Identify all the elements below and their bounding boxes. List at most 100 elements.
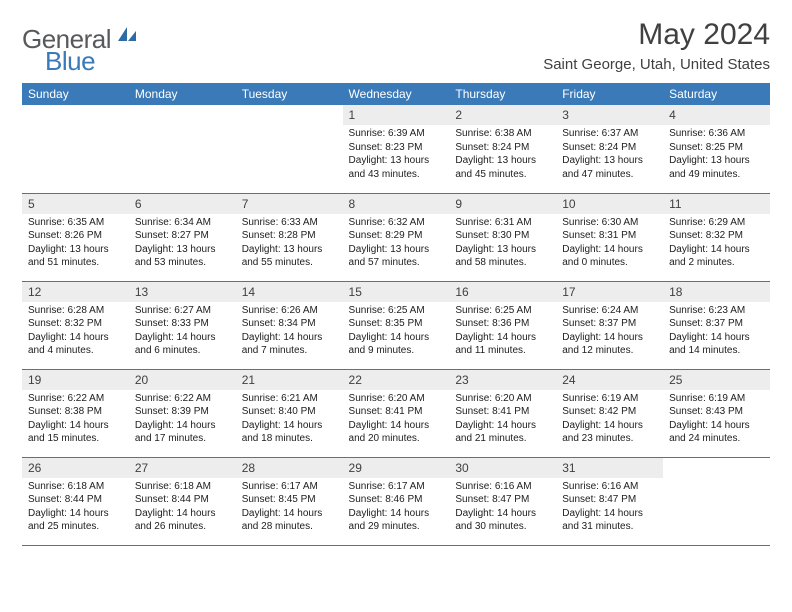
calendar-cell: 27Sunrise: 6:18 AMSunset: 8:44 PMDayligh… xyxy=(129,457,236,545)
calendar-cell: .. xyxy=(663,457,770,545)
day-number: 5 xyxy=(22,194,129,214)
calendar-cell: 8Sunrise: 6:32 AMSunset: 8:29 PMDaylight… xyxy=(343,193,450,281)
day-details: Sunrise: 6:31 AMSunset: 8:30 PMDaylight:… xyxy=(449,214,556,274)
day-details: Sunrise: 6:32 AMSunset: 8:29 PMDaylight:… xyxy=(343,214,450,274)
weekday-header: Monday xyxy=(129,83,236,105)
day-details: Sunrise: 6:36 AMSunset: 8:25 PMDaylight:… xyxy=(663,125,770,185)
calendar-cell: 15Sunrise: 6:25 AMSunset: 8:35 PMDayligh… xyxy=(343,281,450,369)
day-number: 28 xyxy=(236,458,343,478)
day-number: 23 xyxy=(449,370,556,390)
calendar-cell: 10Sunrise: 6:30 AMSunset: 8:31 PMDayligh… xyxy=(556,193,663,281)
day-details: Sunrise: 6:21 AMSunset: 8:40 PMDaylight:… xyxy=(236,390,343,450)
day-number: 22 xyxy=(343,370,450,390)
calendar-cell: 4Sunrise: 6:36 AMSunset: 8:25 PMDaylight… xyxy=(663,105,770,193)
calendar-body: ......1Sunrise: 6:39 AMSunset: 8:23 PMDa… xyxy=(22,105,770,545)
day-number: 10 xyxy=(556,194,663,214)
day-details: Sunrise: 6:34 AMSunset: 8:27 PMDaylight:… xyxy=(129,214,236,274)
weekday-header: Friday xyxy=(556,83,663,105)
day-details: Sunrise: 6:16 AMSunset: 8:47 PMDaylight:… xyxy=(449,478,556,538)
day-number: 19 xyxy=(22,370,129,390)
day-number: 18 xyxy=(663,282,770,302)
calendar-row: ......1Sunrise: 6:39 AMSunset: 8:23 PMDa… xyxy=(22,105,770,193)
weekday-header: Wednesday xyxy=(343,83,450,105)
weekday-header: Sunday xyxy=(22,83,129,105)
calendar-cell: 17Sunrise: 6:24 AMSunset: 8:37 PMDayligh… xyxy=(556,281,663,369)
day-number: 25 xyxy=(663,370,770,390)
day-details: Sunrise: 6:16 AMSunset: 8:47 PMDaylight:… xyxy=(556,478,663,538)
day-number: 11 xyxy=(663,194,770,214)
day-details: Sunrise: 6:20 AMSunset: 8:41 PMDaylight:… xyxy=(343,390,450,450)
day-details: Sunrise: 6:28 AMSunset: 8:32 PMDaylight:… xyxy=(22,302,129,362)
header: General Blue May 2024 Saint George, Utah… xyxy=(22,18,770,73)
day-number: 12 xyxy=(22,282,129,302)
calendar-cell: 25Sunrise: 6:19 AMSunset: 8:43 PMDayligh… xyxy=(663,369,770,457)
logo-text-blue: Blue xyxy=(45,46,95,77)
day-number: 3 xyxy=(556,105,663,125)
calendar-cell: 14Sunrise: 6:26 AMSunset: 8:34 PMDayligh… xyxy=(236,281,343,369)
weekday-header: Saturday xyxy=(663,83,770,105)
title-block: May 2024 Saint George, Utah, United Stat… xyxy=(543,18,770,73)
weekday-header: Tuesday xyxy=(236,83,343,105)
day-number: 16 xyxy=(449,282,556,302)
calendar-cell: 3Sunrise: 6:37 AMSunset: 8:24 PMDaylight… xyxy=(556,105,663,193)
day-number: 27 xyxy=(129,458,236,478)
day-details: Sunrise: 6:37 AMSunset: 8:24 PMDaylight:… xyxy=(556,125,663,185)
calendar-cell: .. xyxy=(129,105,236,193)
calendar-row: 12Sunrise: 6:28 AMSunset: 8:32 PMDayligh… xyxy=(22,281,770,369)
day-details: Sunrise: 6:35 AMSunset: 8:26 PMDaylight:… xyxy=(22,214,129,274)
day-details: Sunrise: 6:19 AMSunset: 8:42 PMDaylight:… xyxy=(556,390,663,450)
calendar-cell: 22Sunrise: 6:20 AMSunset: 8:41 PMDayligh… xyxy=(343,369,450,457)
day-number: 6 xyxy=(129,194,236,214)
day-number: 15 xyxy=(343,282,450,302)
day-details: Sunrise: 6:23 AMSunset: 8:37 PMDaylight:… xyxy=(663,302,770,362)
day-details: Sunrise: 6:17 AMSunset: 8:45 PMDaylight:… xyxy=(236,478,343,538)
day-number: 20 xyxy=(129,370,236,390)
calendar-cell: 23Sunrise: 6:20 AMSunset: 8:41 PMDayligh… xyxy=(449,369,556,457)
calendar-cell: 1Sunrise: 6:39 AMSunset: 8:23 PMDaylight… xyxy=(343,105,450,193)
day-number: 31 xyxy=(556,458,663,478)
day-number: 26 xyxy=(22,458,129,478)
day-details: Sunrise: 6:19 AMSunset: 8:43 PMDaylight:… xyxy=(663,390,770,450)
day-details: Sunrise: 6:27 AMSunset: 8:33 PMDaylight:… xyxy=(129,302,236,362)
day-details: Sunrise: 6:25 AMSunset: 8:35 PMDaylight:… xyxy=(343,302,450,362)
day-number: 29 xyxy=(343,458,450,478)
day-details: Sunrise: 6:18 AMSunset: 8:44 PMDaylight:… xyxy=(22,478,129,538)
day-details: Sunrise: 6:33 AMSunset: 8:28 PMDaylight:… xyxy=(236,214,343,274)
calendar-row: 5Sunrise: 6:35 AMSunset: 8:26 PMDaylight… xyxy=(22,193,770,281)
day-details: Sunrise: 6:39 AMSunset: 8:23 PMDaylight:… xyxy=(343,125,450,185)
day-number: 24 xyxy=(556,370,663,390)
calendar-table: SundayMondayTuesdayWednesdayThursdayFrid… xyxy=(22,83,770,546)
calendar-cell: .. xyxy=(22,105,129,193)
day-number: 30 xyxy=(449,458,556,478)
calendar-cell: 2Sunrise: 6:38 AMSunset: 8:24 PMDaylight… xyxy=(449,105,556,193)
calendar-cell: 9Sunrise: 6:31 AMSunset: 8:30 PMDaylight… xyxy=(449,193,556,281)
calendar-cell: 19Sunrise: 6:22 AMSunset: 8:38 PMDayligh… xyxy=(22,369,129,457)
day-details: Sunrise: 6:22 AMSunset: 8:38 PMDaylight:… xyxy=(22,390,129,450)
calendar-cell: 29Sunrise: 6:17 AMSunset: 8:46 PMDayligh… xyxy=(343,457,450,545)
day-details: Sunrise: 6:25 AMSunset: 8:36 PMDaylight:… xyxy=(449,302,556,362)
day-details: Sunrise: 6:18 AMSunset: 8:44 PMDaylight:… xyxy=(129,478,236,538)
day-number: 9 xyxy=(449,194,556,214)
day-number: 2 xyxy=(449,105,556,125)
day-number: 21 xyxy=(236,370,343,390)
calendar-cell: 21Sunrise: 6:21 AMSunset: 8:40 PMDayligh… xyxy=(236,369,343,457)
calendar-cell: 26Sunrise: 6:18 AMSunset: 8:44 PMDayligh… xyxy=(22,457,129,545)
day-number: 4 xyxy=(663,105,770,125)
day-details: Sunrise: 6:38 AMSunset: 8:24 PMDaylight:… xyxy=(449,125,556,185)
weekday-header: Thursday xyxy=(449,83,556,105)
calendar-cell: 13Sunrise: 6:27 AMSunset: 8:33 PMDayligh… xyxy=(129,281,236,369)
calendar-row: 26Sunrise: 6:18 AMSunset: 8:44 PMDayligh… xyxy=(22,457,770,545)
day-number: 17 xyxy=(556,282,663,302)
calendar-cell: .. xyxy=(236,105,343,193)
day-details: Sunrise: 6:24 AMSunset: 8:37 PMDaylight:… xyxy=(556,302,663,362)
day-details: Sunrise: 6:26 AMSunset: 8:34 PMDaylight:… xyxy=(236,302,343,362)
day-details: Sunrise: 6:30 AMSunset: 8:31 PMDaylight:… xyxy=(556,214,663,274)
calendar-row: 19Sunrise: 6:22 AMSunset: 8:38 PMDayligh… xyxy=(22,369,770,457)
day-number: 7 xyxy=(236,194,343,214)
calendar-cell: 31Sunrise: 6:16 AMSunset: 8:47 PMDayligh… xyxy=(556,457,663,545)
calendar-cell: 11Sunrise: 6:29 AMSunset: 8:32 PMDayligh… xyxy=(663,193,770,281)
day-details: Sunrise: 6:17 AMSunset: 8:46 PMDaylight:… xyxy=(343,478,450,538)
day-number: 8 xyxy=(343,194,450,214)
calendar-cell: 7Sunrise: 6:33 AMSunset: 8:28 PMDaylight… xyxy=(236,193,343,281)
calendar-head: SundayMondayTuesdayWednesdayThursdayFrid… xyxy=(22,83,770,105)
